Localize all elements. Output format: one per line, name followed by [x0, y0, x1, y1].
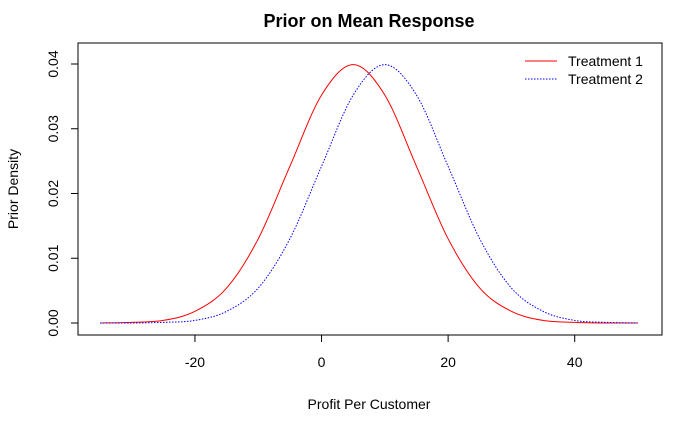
series-line-2 [99, 64, 639, 324]
legend: Treatment 1 Treatment 2 [525, 53, 643, 87]
y-axis-label: Prior Density [5, 149, 21, 229]
legend-label-1: Treatment 1 [568, 53, 643, 69]
legend-label-2: Treatment 2 [568, 71, 643, 87]
x-tick-label: 20 [440, 354, 456, 370]
x-axis: -20 0 20 40 [185, 335, 583, 370]
plot-frame [77, 42, 663, 336]
x-axis-label: Profit Per Customer [308, 396, 431, 412]
y-tick-label: 0.02 [45, 180, 61, 207]
series-line-1 [99, 64, 639, 324]
y-tick-label: 0.03 [45, 115, 61, 142]
x-tick-label: 40 [567, 354, 583, 370]
y-tick-label: 0.04 [45, 50, 61, 77]
y-axis: 0.00 0.01 0.02 0.03 0.04 [45, 50, 78, 337]
x-tick-label: -20 [185, 354, 205, 370]
y-tick-label: 0.01 [45, 244, 61, 271]
x-tick-label: 0 [318, 354, 326, 370]
series-layer [99, 64, 639, 324]
chart-title: Prior on Mean Response [263, 11, 474, 31]
y-tick-label: 0.00 [45, 309, 61, 336]
